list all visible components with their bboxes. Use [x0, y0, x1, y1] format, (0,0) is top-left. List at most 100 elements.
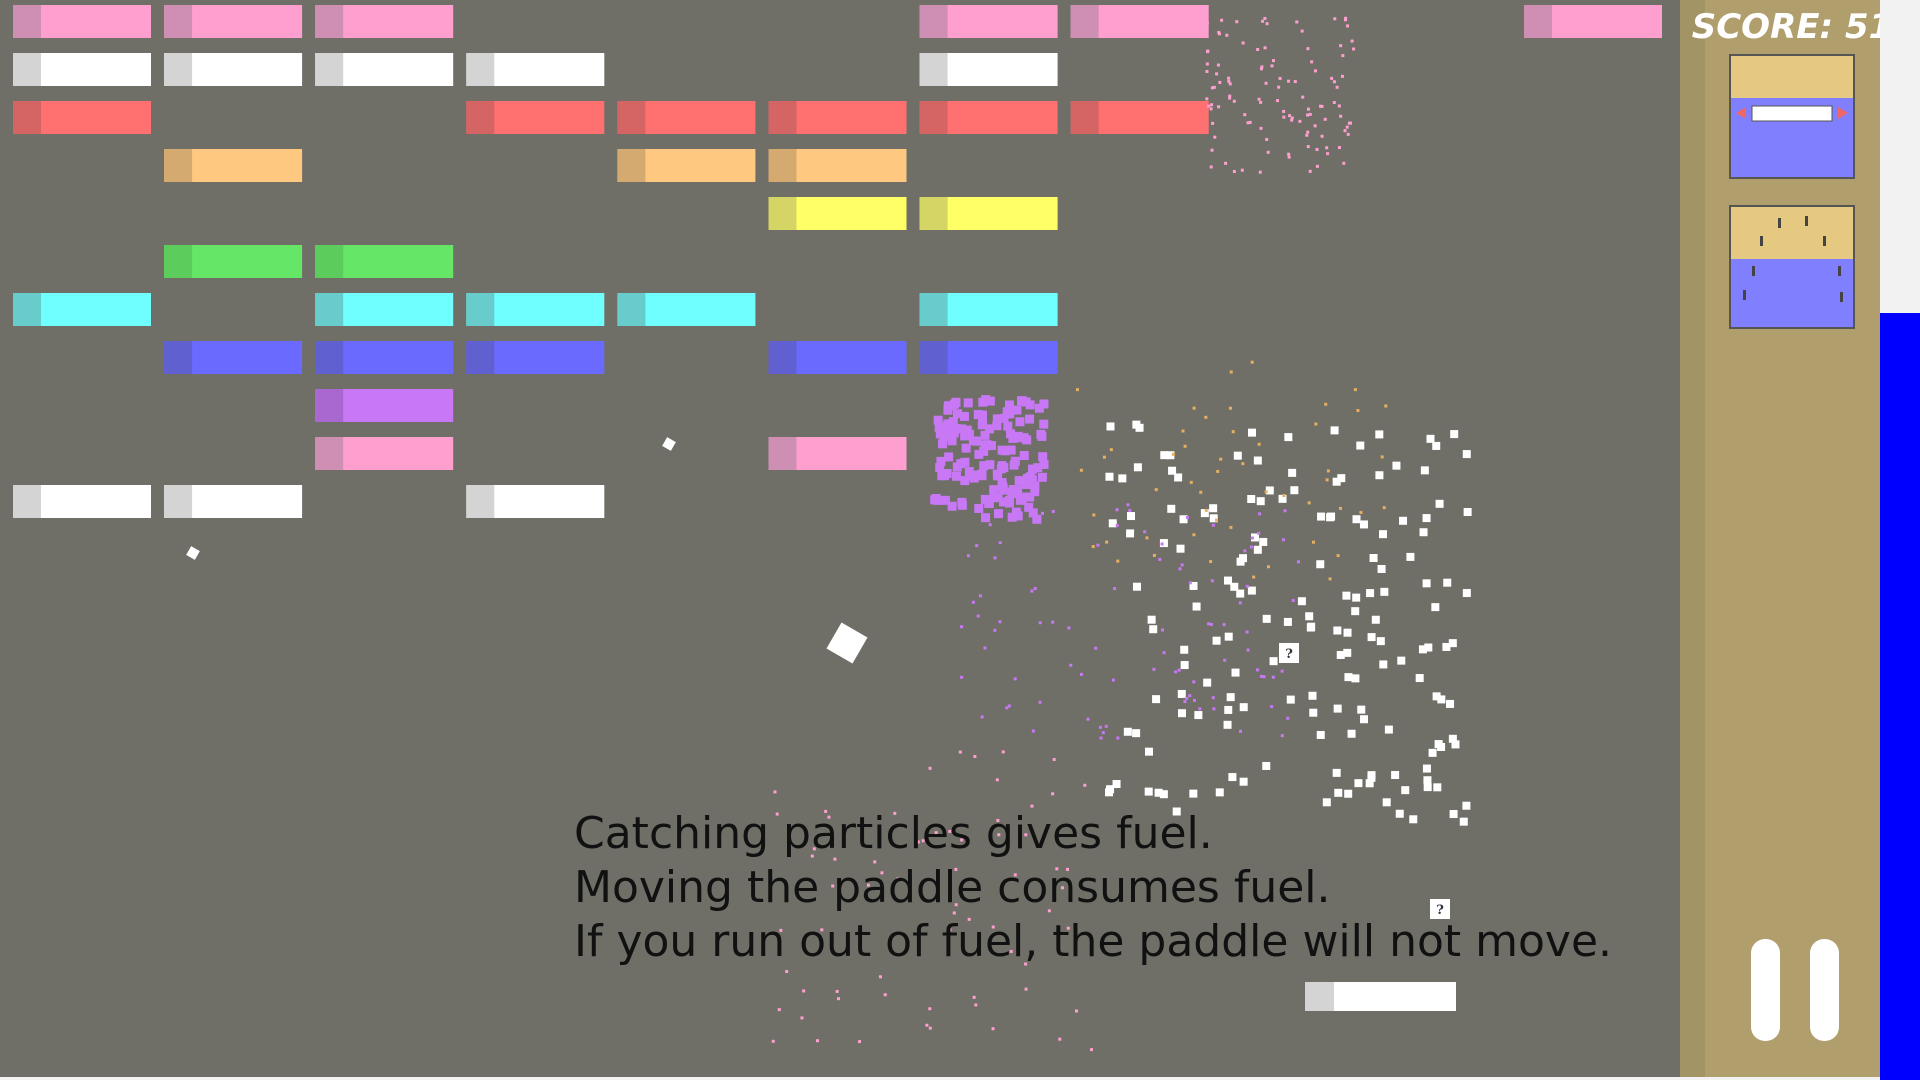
particle	[947, 501, 957, 511]
particle	[1133, 463, 1142, 472]
particle	[1227, 79, 1231, 83]
particle	[935, 463, 945, 473]
particle	[1379, 660, 1388, 669]
pause-button[interactable]	[1751, 939, 1839, 1041]
particle	[1013, 873, 1017, 877]
particle	[1002, 407, 1012, 417]
particle	[1281, 538, 1285, 542]
powerup: ?	[1279, 643, 1299, 663]
particle	[1106, 785, 1115, 794]
particle	[1209, 514, 1218, 523]
particle	[1209, 107, 1213, 111]
particle	[1116, 736, 1120, 740]
particle	[979, 446, 989, 456]
particle	[1210, 579, 1214, 583]
particle	[995, 778, 999, 782]
particle	[1199, 490, 1203, 494]
particle	[1290, 116, 1294, 120]
particle	[1174, 473, 1183, 482]
upgrade-particles[interactable]	[1729, 205, 1855, 329]
particle	[1183, 700, 1187, 704]
particle	[1448, 734, 1457, 743]
upgrade-paddle-icon	[1751, 105, 1833, 122]
particle	[1366, 589, 1375, 598]
particle	[948, 417, 958, 427]
brick-shade	[13, 485, 41, 518]
particle	[1096, 543, 1100, 547]
particle	[1315, 147, 1319, 151]
upgrade-paddle[interactable]	[1729, 54, 1855, 179]
particle	[1192, 680, 1196, 684]
particle	[1228, 406, 1232, 410]
particle	[1210, 148, 1214, 152]
particle	[1343, 129, 1347, 133]
particle	[1375, 471, 1384, 480]
particle	[1149, 625, 1158, 634]
particle	[1218, 80, 1222, 84]
particle	[1031, 729, 1035, 733]
particle	[1209, 622, 1213, 626]
drop	[1805, 216, 1808, 226]
particle	[1434, 740, 1443, 749]
particle	[1399, 516, 1408, 525]
particle	[974, 1003, 978, 1007]
particle	[878, 975, 882, 979]
particle	[1123, 727, 1132, 736]
particle	[1228, 94, 1232, 98]
particle	[1259, 67, 1263, 71]
particle	[993, 509, 1003, 519]
particle	[1443, 578, 1452, 587]
bricks	[13, 5, 1662, 518]
particle	[1262, 614, 1271, 623]
particle	[1391, 771, 1400, 780]
particle	[1382, 506, 1386, 510]
particle	[1367, 633, 1376, 642]
particle	[1318, 104, 1322, 108]
particle	[1132, 582, 1141, 591]
particle	[1160, 451, 1169, 460]
arrow	[1838, 107, 1848, 119]
particle	[1290, 118, 1294, 122]
particle	[1287, 152, 1291, 156]
particle	[977, 936, 981, 940]
particle	[1344, 673, 1353, 682]
pause-bar	[1810, 939, 1839, 1041]
paddle	[1305, 982, 1456, 1011]
particle	[1003, 421, 1013, 431]
particle	[1168, 466, 1177, 475]
particle	[1075, 388, 1079, 392]
particle	[1395, 809, 1404, 818]
particle	[1247, 586, 1256, 595]
particle	[1334, 788, 1343, 797]
particle	[1432, 441, 1441, 450]
particle	[1069, 663, 1073, 667]
particle	[1339, 44, 1343, 48]
particle	[1246, 121, 1250, 125]
ball	[826, 622, 868, 664]
particle	[1228, 773, 1237, 782]
particle	[1423, 783, 1432, 792]
brick-shade	[617, 293, 646, 326]
particle	[1177, 709, 1186, 718]
particle	[1332, 101, 1336, 105]
particle	[1327, 512, 1336, 521]
particle	[1251, 533, 1260, 542]
particle	[1147, 615, 1156, 624]
tutorial-line: If you run out of fuel, the paddle will …	[574, 916, 1612, 967]
particle	[976, 614, 980, 618]
particle	[1215, 788, 1224, 797]
particle	[1422, 579, 1431, 588]
particle	[1248, 428, 1257, 437]
particle	[1346, 24, 1350, 28]
drop	[1778, 218, 1781, 228]
brick-shade	[768, 197, 797, 230]
particle	[1051, 509, 1055, 513]
particle	[1325, 146, 1329, 150]
particle	[1249, 545, 1253, 549]
brick-shade	[13, 53, 41, 86]
brick-shade	[466, 341, 495, 374]
brick-shade	[919, 101, 948, 134]
particle	[1118, 474, 1127, 483]
brick-shade	[13, 101, 41, 134]
